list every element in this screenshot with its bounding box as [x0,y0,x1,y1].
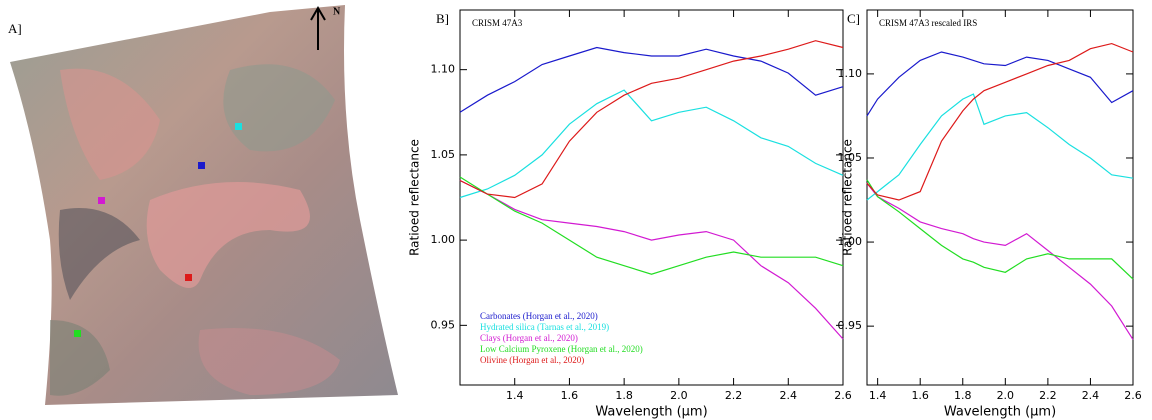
series-line [866,179,1134,280]
legend-entry: Low Calcium Pyroxene (Horgan et al., 202… [480,344,643,354]
y-tick-label: 1.00 [431,233,456,246]
panel-label: C] [847,11,860,26]
north-label: N [333,6,341,17]
y-tick-label: 0.95 [838,319,863,332]
x-axis-label: Wavelength (µm) [595,405,707,420]
x-tick-label: 2.2 [1039,389,1057,402]
x-axis-label: Wavelength (µm) [944,405,1056,420]
x-tick-label: 1.8 [954,389,972,402]
x-tick-label: 2.0 [997,389,1015,402]
x-tick-label: 2.2 [725,389,743,402]
y-tick-label: 1.00 [838,235,863,248]
y-tick-label: 0.95 [431,318,456,331]
x-tick-label: 2.6 [1124,389,1142,402]
y-tick-label: 1.10 [838,67,863,80]
series-line [459,176,844,275]
x-tick-label: 2.6 [834,389,852,402]
series-line [866,93,1134,201]
legend-entry: Olivine (Horgan et al., 2020) [480,355,584,365]
x-tick-label: 1.8 [615,389,633,402]
x-tick-label: 2.4 [780,389,798,402]
x-tick-label: 2.0 [670,389,688,402]
context-image [10,5,398,405]
y-axis-label: Ratioed reflectance [408,139,422,256]
legend-entry: Clays (Horgan et al., 2020) [480,333,578,343]
x-tick-label: 2.4 [1082,389,1100,402]
x-tick-label: 1.4 [506,389,524,402]
x-tick-label: 1.6 [911,389,929,402]
y-tick-label: 1.10 [431,63,456,76]
x-tick-label: 1.6 [561,389,579,402]
x-tick-label: 1.4 [869,389,887,402]
chart-title: CRISM 47A3 [472,18,523,28]
chart-title: CRISM 47A3 rescaled IRS [879,18,977,28]
series-line [866,51,1134,117]
series-line [866,182,1134,340]
panel-label: B] [436,11,449,26]
y-tick-label: 1.05 [838,151,863,164]
series-line [866,42,1134,201]
legend-entry: Carbonates (Horgan et al., 2020) [480,311,598,321]
series-line [459,40,844,199]
plot-frame [866,9,1134,386]
panel-label: A] [8,21,22,36]
series-line [459,46,844,113]
series-line [459,179,844,340]
y-axis-label: Ratioed reflectance [841,139,855,256]
y-tick-label: 1.05 [431,148,456,161]
series-line [459,89,844,199]
legend-entry: Hydrated silica (Tarnas et al., 2019) [480,322,609,332]
